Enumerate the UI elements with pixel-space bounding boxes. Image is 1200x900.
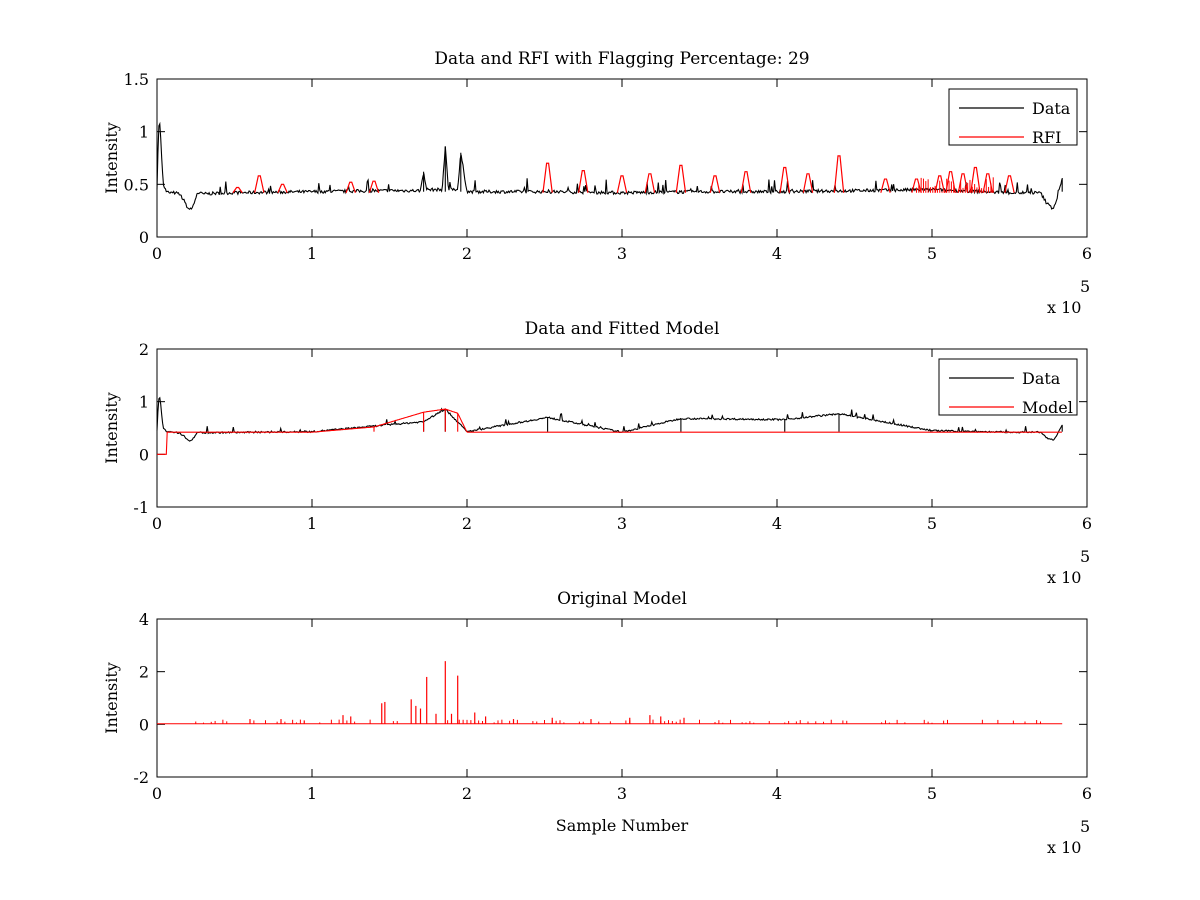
rfi-segment xyxy=(675,164,687,193)
plot-area xyxy=(156,348,1088,508)
x-tick-label: 5 xyxy=(927,244,937,263)
legend: Data Model xyxy=(938,358,1078,417)
y-axis-label: Intensity xyxy=(102,392,121,464)
legend: Data RFI xyxy=(948,88,1078,147)
x-tick-label: 4 xyxy=(772,514,782,533)
rfi-segment xyxy=(833,155,845,193)
x-tick-label: 3 xyxy=(617,784,627,803)
rfi-segment xyxy=(616,175,628,193)
rfi-segment xyxy=(368,180,380,193)
rfi-segment xyxy=(254,175,265,193)
plot-area xyxy=(156,78,1088,238)
legend-label: Data xyxy=(1022,369,1061,388)
rfi-segment xyxy=(644,173,656,193)
y-tick-label: -1 xyxy=(133,498,149,517)
x-tick-label: 2 xyxy=(462,514,472,533)
y-tick-label: 0 xyxy=(139,228,149,247)
rfi-segment xyxy=(934,175,945,193)
x-tick-label: 3 xyxy=(617,514,627,533)
y-tick-label: 1.5 xyxy=(124,70,149,89)
x-multiplier-exponent: 5 xyxy=(1080,547,1090,566)
y-tick-label: 1 xyxy=(139,393,149,412)
x-tick-label: 5 xyxy=(927,514,937,533)
x-tick-label: 4 xyxy=(772,244,782,263)
x-tick-label: 3 xyxy=(617,244,627,263)
x-multiplier: x 10 xyxy=(1047,838,1081,857)
x-tick-label: 1 xyxy=(307,784,317,803)
rfi-segment xyxy=(740,171,752,193)
plot-area xyxy=(156,618,1088,778)
legend-label: Data xyxy=(1032,99,1071,118)
legend-label: RFI xyxy=(1032,128,1061,147)
y-tick-label: 1 xyxy=(139,123,149,142)
y-tick-label: -2 xyxy=(133,768,149,787)
chart-title: Data and RFI with Flagging Percentage: 2… xyxy=(434,49,809,69)
x-axis-label: Sample Number xyxy=(556,816,689,835)
x-tick-label: 0 xyxy=(152,514,162,533)
x-tick-label: 4 xyxy=(772,784,782,803)
x-multiplier: x 10 xyxy=(1047,298,1081,317)
y-tick-label: 0 xyxy=(139,445,149,464)
y-axis-label: Intensity xyxy=(102,662,121,734)
legend-box xyxy=(948,88,1078,146)
series-line-model xyxy=(157,408,1062,455)
chart-title: Original Model xyxy=(557,589,687,609)
rfi-segment xyxy=(277,183,288,193)
x-tick-label: 5 xyxy=(927,784,937,803)
y-tick-label: 0.5 xyxy=(124,175,149,194)
x-tick-label: 1 xyxy=(307,514,317,533)
rfi-segment xyxy=(578,170,589,193)
y-axis-label: Intensity xyxy=(102,122,121,194)
rfi-segment xyxy=(802,173,814,193)
x-multiplier: x 10 xyxy=(1047,568,1081,587)
chart-panel-1: Data and RFI with Flagging Percentage: 2… xyxy=(102,49,1092,317)
chart-title: Data and Fitted Model xyxy=(525,319,720,339)
series-line-data xyxy=(156,121,1063,211)
x-multiplier-exponent: 5 xyxy=(1080,817,1090,836)
rfi-segment xyxy=(970,166,981,193)
rfi-segment xyxy=(709,175,721,193)
x-tick-label: 0 xyxy=(152,784,162,803)
rfi-segment xyxy=(982,173,994,193)
rfi-segment xyxy=(945,171,956,193)
legend-label: Model xyxy=(1022,398,1073,417)
y-tick-label: 2 xyxy=(139,340,149,359)
rfi-segment xyxy=(542,162,553,193)
rfi-segment xyxy=(779,166,790,193)
x-multiplier-exponent: 5 xyxy=(1080,277,1090,296)
x-tick-label: 0 xyxy=(152,244,162,263)
y-tick-label: 0 xyxy=(139,715,149,734)
x-tick-label: 6 xyxy=(1082,514,1092,533)
rfi-segment xyxy=(345,181,356,193)
y-tick-label: 4 xyxy=(139,610,149,629)
rfi-segment xyxy=(1004,175,1015,193)
rfi-segment xyxy=(880,178,891,193)
x-tick-label: 6 xyxy=(1082,244,1092,263)
x-tick-label: 2 xyxy=(462,784,472,803)
y-tick-label: 2 xyxy=(139,663,149,682)
rfi-segment xyxy=(232,186,243,194)
legend-box xyxy=(938,358,1078,416)
x-tick-label: 1 xyxy=(307,244,317,263)
x-tick-label: 2 xyxy=(462,244,472,263)
x-tick-label: 6 xyxy=(1082,784,1092,803)
